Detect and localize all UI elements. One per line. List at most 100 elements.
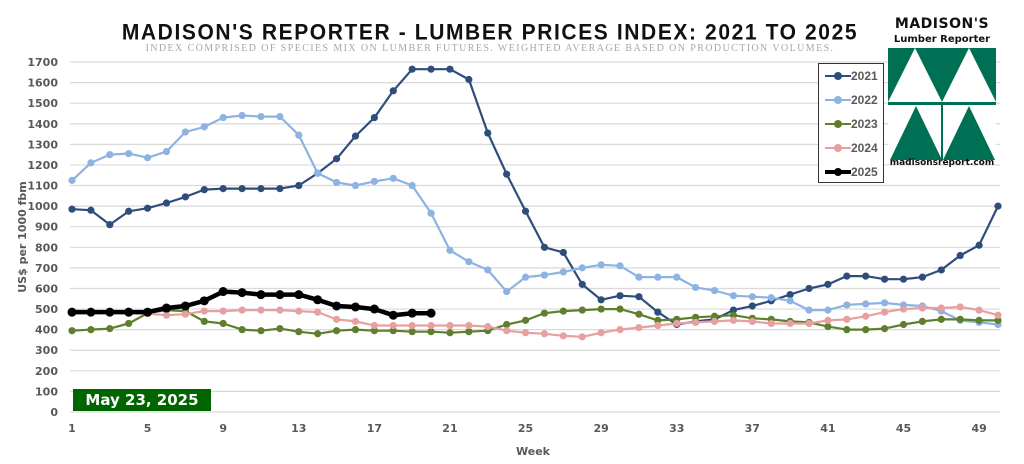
logo-subtitle: Lumber Reporter bbox=[893, 34, 991, 45]
data-point-2023-week-20 bbox=[427, 328, 435, 336]
data-point-2023-week-1 bbox=[68, 327, 76, 335]
data-point-2022-week-1 bbox=[68, 176, 76, 184]
data-point-2021-week-10 bbox=[238, 185, 246, 193]
data-point-2023-week-26 bbox=[540, 309, 549, 317]
data-point-2022-week-40 bbox=[805, 306, 813, 314]
data-point-2023-week-17 bbox=[370, 327, 378, 335]
logo-name: MADISON'S bbox=[894, 16, 990, 32]
y-tick-label: 1000 bbox=[27, 200, 58, 213]
data-point-2023-week-11 bbox=[257, 327, 265, 335]
data-point-2021-week-9 bbox=[219, 185, 227, 193]
data-point-2021-week-24 bbox=[503, 170, 511, 178]
data-point-2025-week-1 bbox=[67, 307, 77, 317]
data-point-2022-week-37 bbox=[748, 293, 756, 301]
data-point-2025-week-9 bbox=[218, 287, 228, 297]
data-point-2022-week-43 bbox=[862, 300, 870, 308]
y-tick-label: 100 bbox=[35, 385, 58, 398]
data-point-2021-week-7 bbox=[181, 193, 189, 201]
x-tick-label: 33 bbox=[669, 422, 684, 435]
data-point-2022-week-5 bbox=[143, 154, 152, 162]
data-point-2022-week-28 bbox=[578, 264, 586, 272]
data-point-2024-week-37 bbox=[748, 317, 756, 326]
data-point-2022-week-25 bbox=[521, 273, 530, 281]
data-point-2024-week-48 bbox=[956, 303, 964, 311]
y-tick-label: 1400 bbox=[27, 118, 58, 131]
data-point-2022-week-34 bbox=[692, 283, 700, 292]
data-point-2024-week-49 bbox=[975, 306, 983, 314]
y-tick-label: 1700 bbox=[27, 56, 58, 69]
y-tick-label: 400 bbox=[35, 324, 58, 337]
data-point-2025-week-12 bbox=[275, 290, 285, 300]
data-point-2024-week-21 bbox=[446, 321, 454, 330]
data-point-2022-week-44 bbox=[881, 299, 889, 307]
data-point-2024-week-39 bbox=[786, 319, 794, 328]
data-point-2025-week-13 bbox=[294, 290, 304, 300]
data-point-2021-week-39 bbox=[786, 291, 794, 299]
data-point-2021-week-50 bbox=[994, 202, 1002, 210]
data-point-2021-week-41 bbox=[824, 280, 832, 288]
y-tick-label: 700 bbox=[35, 262, 58, 275]
data-point-2022-week-18 bbox=[389, 174, 397, 182]
data-point-2024-week-46 bbox=[918, 304, 927, 312]
data-point-2023-week-42 bbox=[843, 326, 851, 334]
data-point-2022-week-2 bbox=[87, 159, 95, 167]
y-tick-label: 1500 bbox=[27, 97, 58, 110]
data-point-2023-week-9 bbox=[219, 319, 227, 328]
data-point-2025-week-6 bbox=[161, 303, 171, 313]
x-tick-label: 17 bbox=[367, 422, 382, 435]
y-tick-label: 900 bbox=[35, 221, 58, 234]
data-point-2021-week-20 bbox=[427, 65, 435, 73]
data-point-2021-week-3 bbox=[106, 221, 114, 229]
data-point-2022-week-26 bbox=[540, 271, 549, 279]
data-point-2022-week-33 bbox=[673, 273, 681, 281]
data-point-2021-week-30 bbox=[616, 292, 624, 300]
legend-item-2023: 2023 bbox=[825, 116, 878, 132]
legend-swatch-icon bbox=[825, 118, 851, 130]
data-point-2022-week-38 bbox=[767, 294, 775, 302]
data-point-2022-week-12 bbox=[276, 112, 284, 121]
data-point-2023-week-29 bbox=[597, 305, 605, 313]
data-point-2023-week-16 bbox=[351, 326, 360, 334]
data-point-2022-week-13 bbox=[295, 131, 303, 139]
data-point-2024-week-17 bbox=[370, 321, 378, 330]
data-point-2022-week-31 bbox=[635, 273, 643, 281]
data-point-2025-week-15 bbox=[332, 301, 342, 311]
data-point-2025-week-2 bbox=[86, 307, 96, 317]
data-point-2021-week-1 bbox=[68, 205, 76, 213]
data-point-2024-week-38 bbox=[767, 319, 775, 328]
data-point-2021-week-8 bbox=[200, 186, 208, 194]
data-point-2023-week-35 bbox=[710, 312, 719, 320]
data-point-2024-week-30 bbox=[616, 326, 624, 334]
data-point-2024-week-9 bbox=[219, 307, 227, 315]
data-point-2024-week-32 bbox=[654, 321, 662, 330]
data-point-2024-week-42 bbox=[843, 315, 851, 323]
data-point-2021-week-49 bbox=[975, 241, 983, 249]
data-point-2022-week-7 bbox=[181, 128, 189, 136]
legend-item-2024: 2024 bbox=[825, 140, 878, 156]
data-point-2023-week-27 bbox=[559, 307, 567, 315]
data-point-2021-week-16 bbox=[351, 132, 360, 140]
x-axis-ticks: 1 5 9 13 17 21 25 29 33 37 41 45 49 bbox=[68, 422, 987, 435]
data-point-2023-week-45 bbox=[899, 320, 908, 329]
data-point-2024-week-24 bbox=[503, 327, 511, 335]
data-point-2023-week-44 bbox=[881, 325, 889, 333]
logo-triangles-icon bbox=[888, 48, 996, 160]
series-lines bbox=[67, 65, 1002, 341]
legend-swatch-icon bbox=[825, 166, 851, 178]
y-axis-ticks: 0 100 200 300 400 500 600 700 800 900 1000 1100 1200… bbox=[27, 56, 58, 419]
data-point-2024-week-20 bbox=[427, 321, 435, 330]
legend-label: 2024 bbox=[851, 141, 878, 155]
data-point-2022-week-10 bbox=[238, 111, 246, 120]
data-point-2023-week-47 bbox=[937, 315, 945, 323]
data-point-2024-week-47 bbox=[937, 304, 945, 312]
data-point-2025-week-5 bbox=[143, 307, 153, 317]
data-point-2021-week-23 bbox=[484, 129, 492, 137]
y-tick-label: 1600 bbox=[27, 77, 58, 90]
data-point-2024-week-26 bbox=[540, 330, 549, 338]
data-point-2021-week-47 bbox=[937, 266, 945, 274]
data-point-2024-week-14 bbox=[314, 308, 322, 316]
data-point-2021-week-36 bbox=[729, 306, 738, 314]
data-point-2023-week-30 bbox=[616, 305, 624, 313]
data-point-2022-week-16 bbox=[351, 181, 360, 190]
data-point-2024-week-41 bbox=[824, 316, 832, 324]
